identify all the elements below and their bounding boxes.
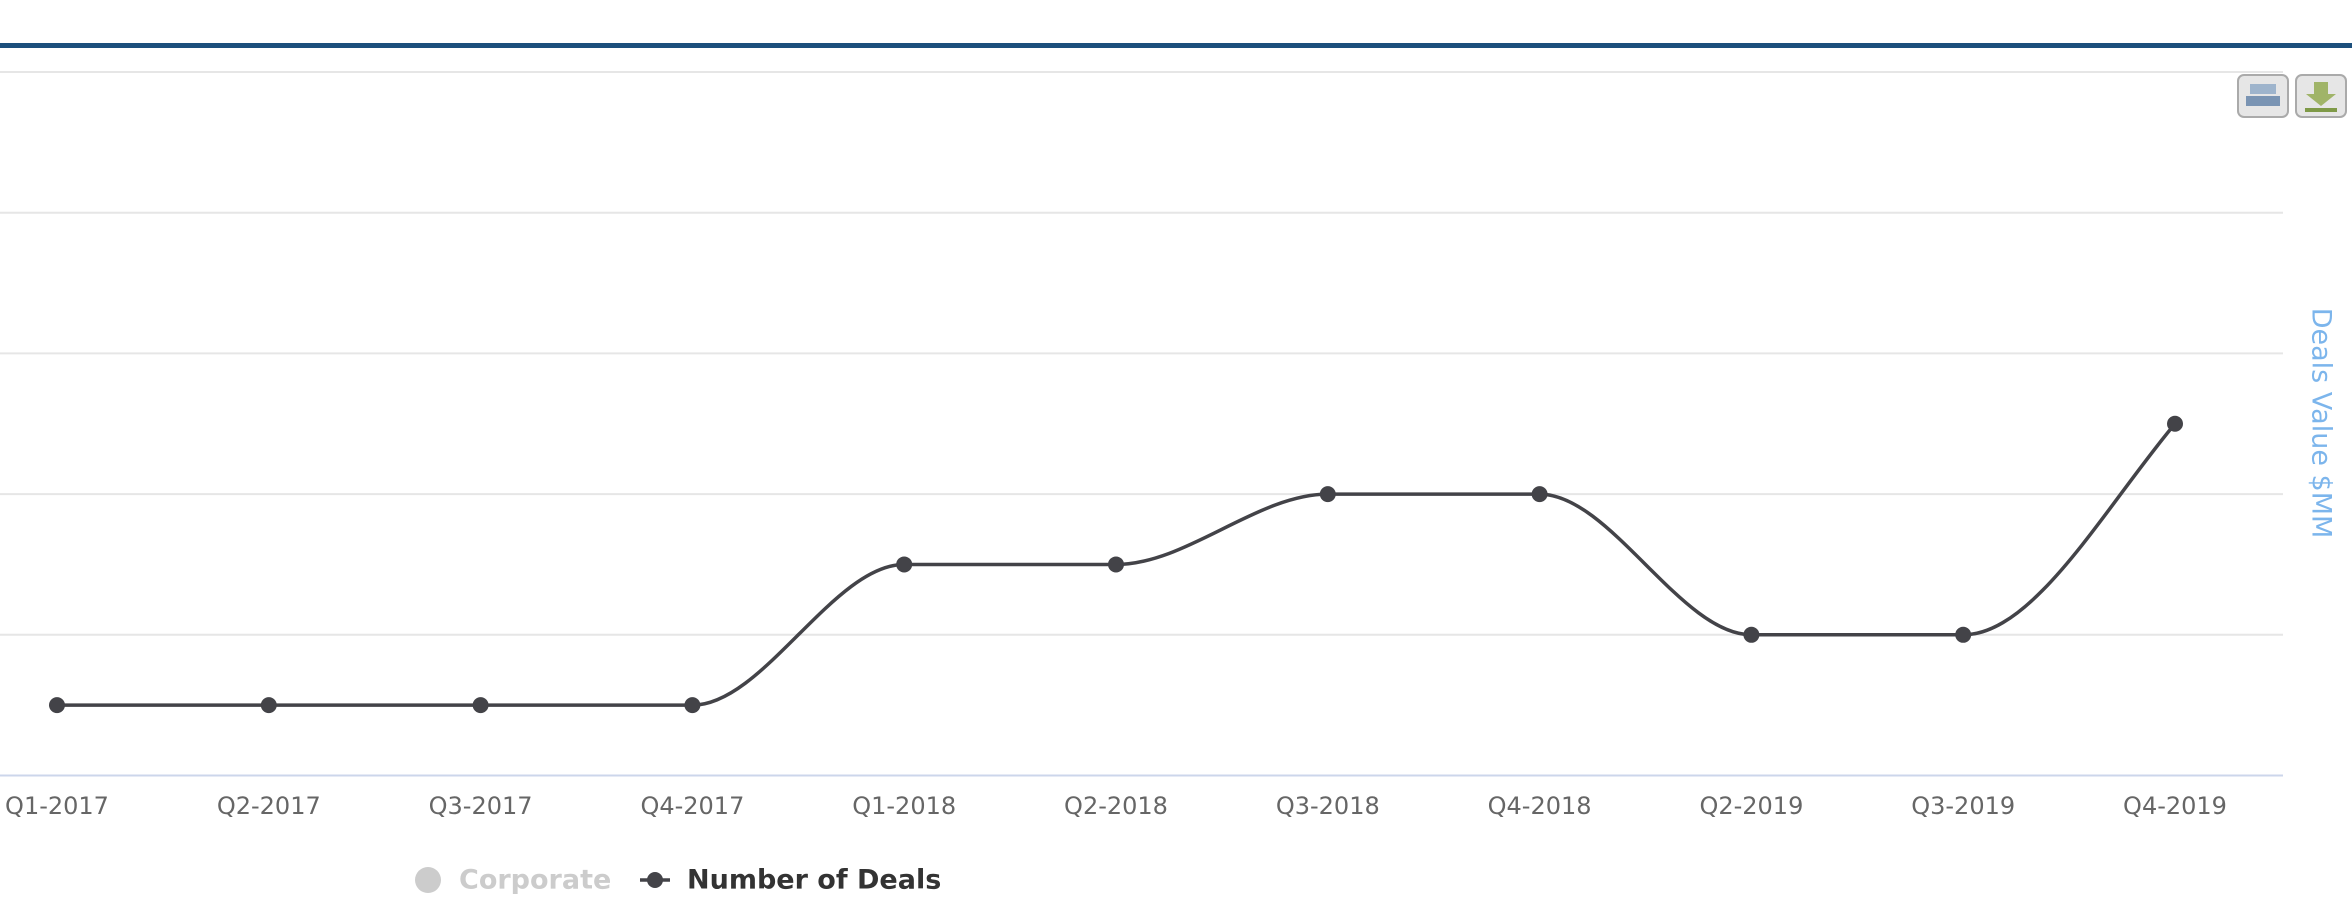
download-icon: [2306, 82, 2336, 106]
data-point: [260, 697, 277, 714]
legend-label: Number of Deals: [687, 865, 941, 896]
print-button[interactable]: [2237, 74, 2289, 118]
x-tick-label: Q3-2017: [429, 792, 533, 820]
data-point: [1108, 556, 1124, 573]
data-point: [472, 697, 489, 714]
x-tick-label: Q1-2018: [852, 792, 956, 820]
data-point: [49, 697, 65, 714]
x-tick-label: Q2-2017: [217, 792, 321, 820]
x-tick-label: Q4-2018: [1488, 792, 1592, 820]
x-tick-label: Q4-2017: [640, 792, 744, 820]
download-icon: [2305, 108, 2337, 112]
data-point: [1319, 486, 1336, 503]
print-icon: [2246, 96, 2280, 106]
x-tick-label: Q1-2017: [5, 792, 109, 820]
print-icon: [2250, 84, 2276, 94]
data-point: [684, 697, 701, 714]
data-point: [1531, 486, 1548, 503]
legend-label: Corporate: [459, 865, 611, 896]
data-point: [2167, 415, 2183, 432]
data-point: [896, 556, 913, 573]
data-point: [1743, 626, 1760, 643]
data-point: [1955, 626, 1972, 643]
top-bar: [0, 43, 2352, 48]
x-tick-label: Q3-2019: [1911, 792, 2015, 820]
y2-axis-title: Deals Value $MM: [2306, 308, 2337, 539]
download-button[interactable]: [2295, 74, 2347, 118]
x-tick-label: Q3-2018: [1276, 792, 1380, 820]
x-tick-label: Q2-2018: [1064, 792, 1168, 820]
legend-symbol: [647, 872, 663, 888]
x-tick-label: Q4-2019: [2123, 792, 2227, 820]
x-tick-label: Q2-2019: [1699, 792, 1803, 820]
series-line: [57, 422, 2177, 707]
legend-symbol: [415, 867, 441, 893]
